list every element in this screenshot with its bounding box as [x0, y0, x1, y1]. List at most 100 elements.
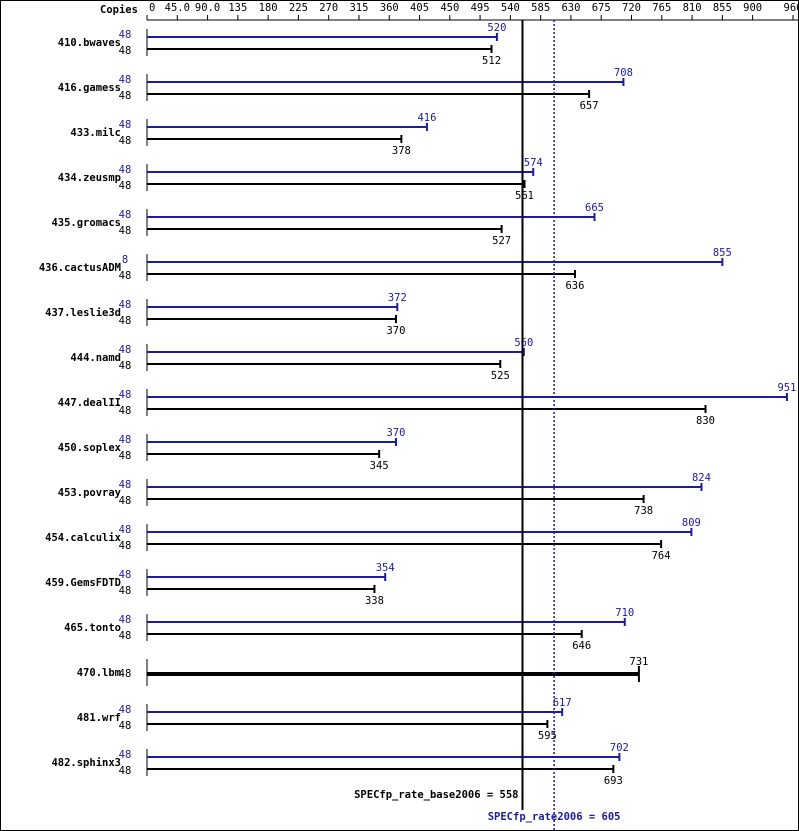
copies-label: 48	[119, 90, 132, 102]
copies-label: 48	[119, 344, 132, 356]
value-label: 824	[692, 472, 711, 484]
benchmark-label: 433.milc	[70, 127, 121, 139]
value-label: 595	[538, 730, 557, 742]
copies-label: 48	[119, 495, 132, 507]
benchmark-label: 482.sphinx3	[51, 757, 121, 769]
benchmark-label: 481.wrf	[77, 712, 121, 724]
copies-label: 48	[119, 164, 132, 176]
x-tick-label: 720	[622, 2, 641, 14]
x-tick-label: 0	[149, 2, 155, 14]
benchmark-label: 435.gromacs	[51, 217, 121, 229]
value-label: 416	[417, 112, 436, 124]
benchmark-label: 453.povray	[58, 487, 122, 499]
value-label: 345	[370, 460, 389, 472]
copies-label: 48	[119, 389, 132, 401]
copies-label: 48	[119, 614, 132, 626]
x-tick-label: 45.0	[165, 2, 190, 14]
copies-label: 48	[119, 405, 132, 417]
benchmark-label: 450.soplex	[58, 442, 122, 454]
copies-label: 48	[119, 585, 132, 597]
value-label: 855	[713, 247, 732, 259]
value-label: 354	[376, 562, 395, 574]
value-label: 646	[572, 640, 591, 652]
x-tick-label: 270	[319, 2, 338, 14]
value-label: 370	[386, 325, 405, 337]
copies-label: 48	[119, 299, 132, 311]
benchmark-label: 454.calculix	[45, 532, 122, 544]
value-label: 636	[565, 280, 584, 292]
copies-label: 48	[119, 315, 132, 327]
value-label: 764	[652, 550, 671, 562]
benchmark-label: 459.GemsFDTD	[45, 577, 121, 589]
value-label: 525	[491, 370, 510, 382]
copies-label: 48	[119, 360, 132, 372]
value-label: 702	[610, 742, 629, 754]
copies-label: 48	[119, 630, 132, 642]
x-tick-label: 900	[743, 2, 762, 14]
value-label: 710	[615, 607, 634, 619]
reference-label: SPECfp_rate_base2006 = 558	[354, 789, 518, 801]
value-label: 574	[524, 157, 543, 169]
x-tick-label: 495	[471, 2, 490, 14]
copies-label: 48	[119, 434, 132, 446]
copies-label: 48	[119, 704, 132, 716]
x-tick-label: 405	[410, 2, 429, 14]
value-label: 378	[392, 145, 411, 157]
copies-label: 48	[119, 668, 132, 680]
x-tick-label: 960	[784, 2, 799, 14]
copies-label: 48	[119, 524, 132, 536]
reference-label: SPECfp_rate2006 = 605	[488, 811, 621, 823]
x-tick-label: 810	[683, 2, 702, 14]
copies-label: 48	[119, 135, 132, 147]
copies-label: 48	[119, 569, 132, 581]
value-label: 731	[629, 656, 648, 668]
value-label: 708	[614, 67, 633, 79]
value-label: 693	[604, 775, 623, 787]
x-tick-label: 675	[592, 2, 611, 14]
benchmark-label: 434.zeusmp	[58, 172, 121, 184]
benchmark-label: 410.bwaves	[58, 37, 121, 49]
copies-label: 48	[119, 765, 132, 777]
value-label: 665	[585, 202, 604, 214]
x-tick-label: 225	[289, 2, 308, 14]
value-label: 560	[514, 337, 533, 349]
benchmark-label: 470.lbm	[77, 667, 121, 679]
x-tick-label: 630	[561, 2, 580, 14]
value-label: 617	[553, 697, 572, 709]
copies-label: 8	[122, 254, 128, 266]
x-tick-label: 450	[440, 2, 459, 14]
value-label: 338	[365, 595, 384, 607]
axis-label: Copies	[100, 4, 138, 16]
copies-label: 48	[119, 479, 132, 491]
benchmark-label: 436.cactusADM	[39, 262, 121, 274]
x-tick-label: 855	[713, 2, 732, 14]
copies-label: 48	[119, 74, 132, 86]
x-tick-label: 90.0	[195, 2, 220, 14]
value-label: 512	[482, 55, 501, 67]
x-tick-label: 540	[501, 2, 520, 14]
value-label: 370	[386, 427, 405, 439]
benchmark-label: 416.gamess	[58, 82, 121, 94]
value-label: 830	[696, 415, 715, 427]
copies-label: 48	[119, 540, 132, 552]
value-label: 561	[515, 190, 534, 202]
value-label: 527	[492, 235, 511, 247]
x-tick-label: 135	[228, 2, 247, 14]
benchmark-label: 447.dealII	[58, 397, 121, 409]
value-label: 738	[634, 505, 653, 517]
copies-label: 48	[119, 720, 132, 732]
x-tick-label: 360	[380, 2, 399, 14]
x-tick-label: 315	[349, 2, 368, 14]
benchmark-label: 444.namd	[70, 352, 121, 364]
value-label: 372	[388, 292, 407, 304]
value-label: 809	[682, 517, 701, 529]
copies-label: 48	[119, 45, 132, 57]
value-label: 951	[777, 382, 796, 394]
copies-label: 48	[119, 225, 132, 237]
value-label: 520	[487, 22, 506, 34]
copies-label: 48	[119, 209, 132, 221]
copies-label: 48	[119, 29, 132, 41]
copies-label: 48	[119, 119, 132, 131]
copies-label: 48	[119, 450, 132, 462]
